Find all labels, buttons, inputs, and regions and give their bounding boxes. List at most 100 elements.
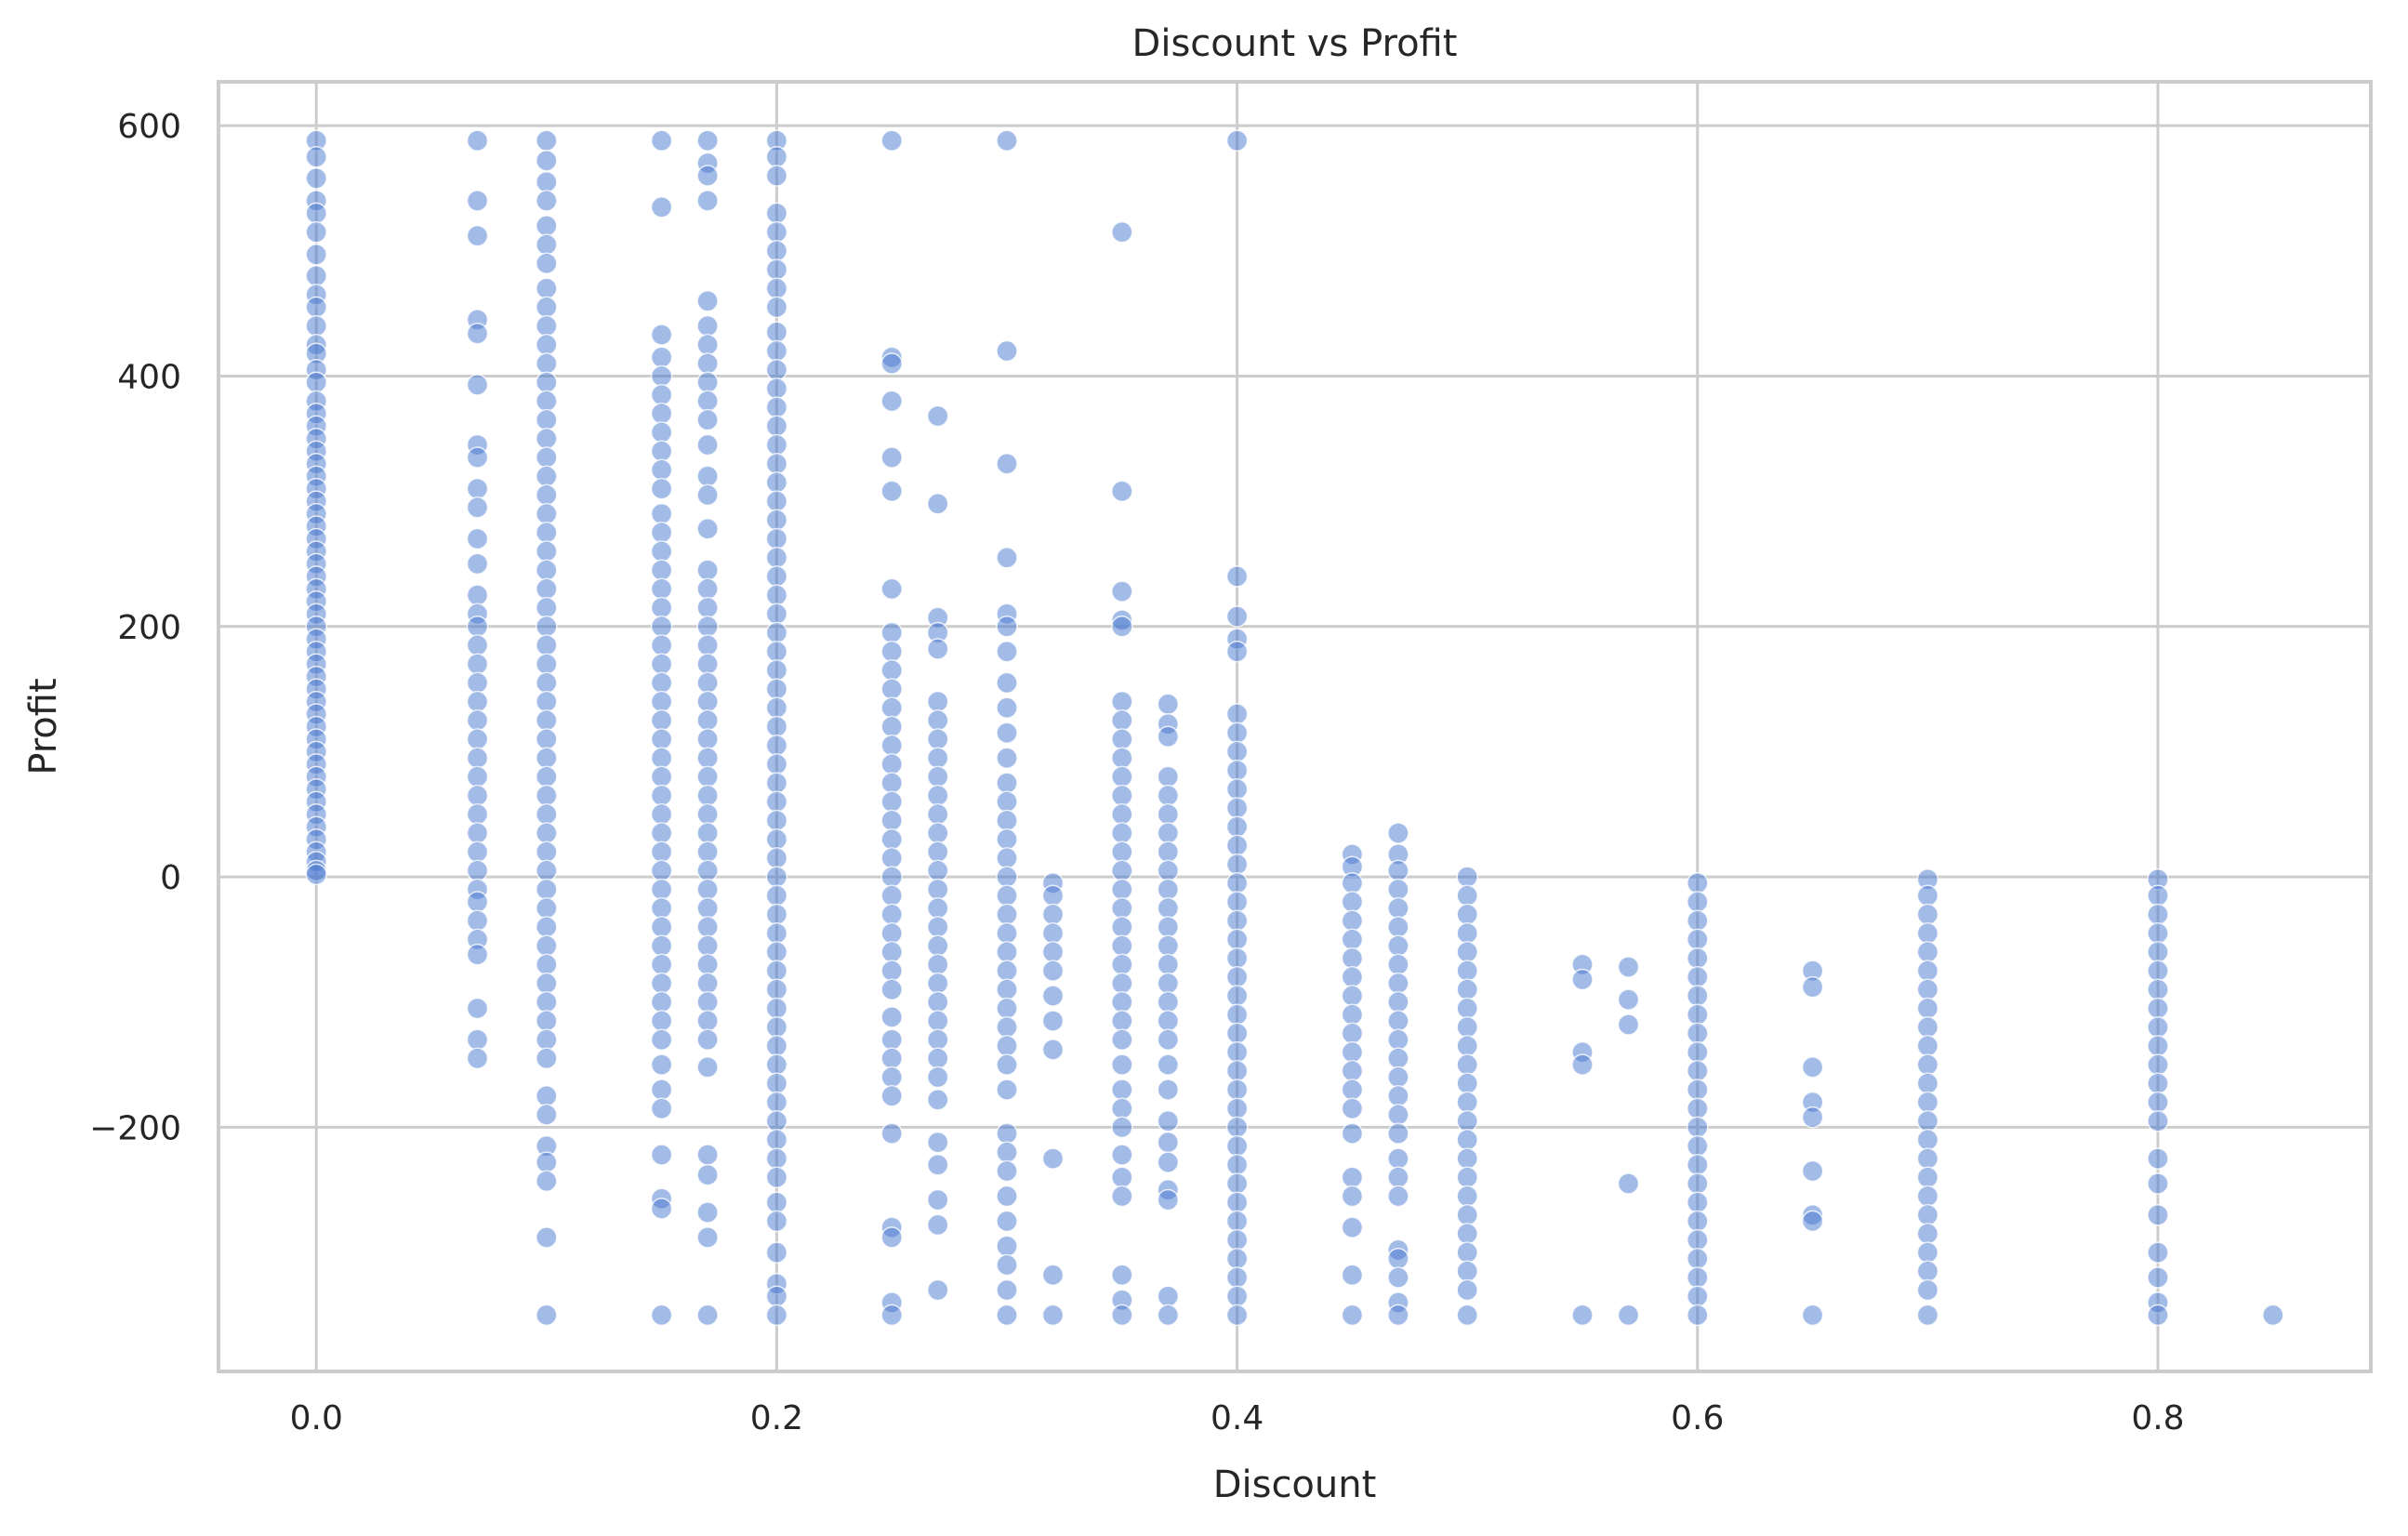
- data-point: [765, 527, 788, 550]
- data-point: [1456, 978, 1478, 1001]
- data-point: [650, 559, 673, 581]
- data-point: [996, 1122, 1018, 1145]
- data-point: [1157, 1109, 1180, 1132]
- data-point: [1687, 1248, 1709, 1270]
- data-point: [996, 997, 1018, 1020]
- data-point: [536, 1084, 558, 1107]
- data-point: [1157, 991, 1180, 1013]
- data-point: [765, 1147, 788, 1170]
- data-point: [650, 596, 673, 619]
- data-point: [1687, 1022, 1709, 1045]
- data-point: [765, 277, 788, 299]
- data-point: [696, 803, 719, 826]
- data-point: [536, 1151, 558, 1173]
- y-tick-label: 200: [117, 609, 181, 647]
- data-point: [696, 822, 719, 844]
- data-point: [1916, 1304, 1939, 1327]
- data-point: [765, 753, 788, 775]
- data-point: [466, 497, 489, 519]
- data-point: [1456, 1147, 1478, 1170]
- data-point: [1157, 1188, 1180, 1212]
- data-point: [2147, 1053, 2169, 1076]
- data-point: [1687, 947, 1709, 970]
- data-point: [1387, 953, 1409, 976]
- data-point: [926, 728, 949, 750]
- data-point: [765, 377, 788, 400]
- data-point: [696, 616, 719, 638]
- data-point: [1387, 1010, 1409, 1032]
- data-point: [1387, 991, 1409, 1013]
- data-point: [1801, 1159, 1824, 1183]
- data-point: [1041, 1010, 1065, 1032]
- data-point: [996, 616, 1018, 638]
- data-point: [536, 747, 558, 769]
- data-point: [650, 671, 673, 695]
- data-point: [536, 314, 558, 338]
- data-point: [765, 1210, 788, 1233]
- data-point: [765, 202, 788, 225]
- data-point: [696, 1304, 719, 1327]
- y-tick-label: 0: [160, 859, 181, 897]
- data-point: [1341, 1022, 1364, 1045]
- data-point: [880, 866, 903, 888]
- data-point: [536, 897, 558, 920]
- data-point: [1617, 1304, 1640, 1327]
- data-point: [1225, 928, 1249, 951]
- data-point: [1225, 740, 1249, 763]
- data-point: [996, 809, 1018, 832]
- data-point: [466, 765, 489, 788]
- data-point: [926, 1188, 949, 1212]
- data-point: [1157, 916, 1180, 938]
- data-point: [1225, 703, 1249, 725]
- data-point: [1341, 1097, 1364, 1119]
- data-point: [696, 483, 719, 507]
- data-point: [765, 828, 788, 851]
- data-point: [466, 859, 489, 882]
- data-point: [1341, 891, 1364, 913]
- data-point: [1916, 884, 1939, 907]
- data-point: [1157, 725, 1180, 748]
- data-point: [765, 1166, 788, 1189]
- data-point: [765, 696, 788, 720]
- data-point: [880, 1084, 903, 1107]
- data-point: [536, 709, 558, 732]
- data-point: [2262, 1304, 2284, 1327]
- data-point: [305, 264, 327, 287]
- data-point: [1225, 1285, 1249, 1307]
- data-point: [765, 640, 788, 663]
- data-point: [696, 334, 719, 356]
- data-point: [536, 878, 558, 901]
- data-point: [1157, 822, 1180, 844]
- data-point: [1041, 903, 1065, 926]
- data-point: [650, 324, 673, 346]
- data-point: [765, 396, 788, 418]
- data-point: [926, 991, 949, 1013]
- data-point: [926, 841, 949, 863]
- data-point: [926, 803, 949, 826]
- data-point: [765, 1129, 788, 1151]
- data-point: [1111, 728, 1133, 750]
- data-point: [696, 972, 719, 995]
- data-point: [536, 170, 558, 193]
- data-point: [996, 1278, 1018, 1302]
- data-point: [2147, 1109, 2169, 1132]
- data-point: [1456, 1241, 1478, 1264]
- data-point: [466, 671, 489, 695]
- data-point: [2147, 997, 2169, 1020]
- data-point: [1157, 803, 1180, 826]
- data-point: [466, 909, 489, 932]
- data-point: [765, 1191, 788, 1213]
- data-point: [926, 1066, 949, 1089]
- data-point: [1456, 960, 1478, 982]
- x-axis-label: Discount: [1213, 1463, 1377, 1506]
- y-tick-labels: −200 0 200 400 600: [89, 108, 181, 1147]
- data-point: [1916, 1109, 1939, 1132]
- data-point: [765, 602, 788, 626]
- data-point: [466, 784, 489, 807]
- data-point: [536, 190, 558, 212]
- data-point: [696, 559, 719, 581]
- data-point: [1916, 1203, 1939, 1226]
- data-point: [996, 339, 1018, 363]
- data-point: [880, 621, 903, 644]
